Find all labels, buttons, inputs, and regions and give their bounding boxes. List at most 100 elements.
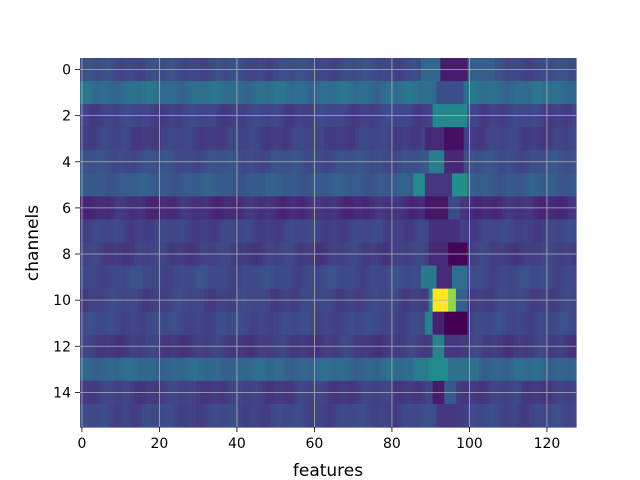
- heatmap-cell: [494, 127, 500, 151]
- heatmap-cell: [386, 173, 391, 197]
- heatmap-cell: [490, 81, 496, 105]
- heatmap-cell: [541, 265, 546, 290]
- heatmap-cell: [246, 81, 252, 105]
- heatmap-cell: [572, 81, 577, 105]
- heatmap-cell: [517, 265, 523, 290]
- heatmap-cell: [432, 311, 438, 336]
- heatmap-cell: [215, 403, 221, 428]
- heatmap-cell: [401, 173, 407, 197]
- heatmap-cell: [184, 173, 190, 197]
- heatmap-cell: [514, 81, 519, 105]
- heatmap-cell: [339, 311, 345, 336]
- heatmap-cell: [196, 311, 201, 336]
- heatmap-cell: [266, 127, 271, 151]
- heatmap-cell: [552, 265, 558, 290]
- heatmap-cell: [204, 173, 209, 197]
- heatmap-cell: [397, 81, 403, 105]
- heatmap-cell: [502, 357, 507, 382]
- heatmap-cell: [490, 403, 496, 428]
- heatmap-cell: [475, 81, 480, 105]
- heatmap-cell: [262, 265, 267, 290]
- heatmap-cell: [393, 265, 399, 290]
- heatmap-cell: [289, 81, 294, 105]
- heatmap-cell: [440, 357, 445, 382]
- heatmap-cell: [204, 219, 209, 244]
- heatmap-cell: [541, 173, 546, 197]
- heatmap-cell: [130, 173, 135, 197]
- heatmap-cell: [382, 127, 387, 151]
- heatmap-cell: [331, 403, 337, 428]
- heatmap-cell: [347, 357, 352, 382]
- heatmap-cell: [130, 81, 135, 105]
- heatmap-cell: [490, 127, 496, 151]
- heatmap-cell: [266, 265, 271, 290]
- heatmap-cell: [556, 311, 562, 336]
- heatmap-cell: [343, 127, 348, 151]
- heatmap-cell: [339, 357, 345, 382]
- heatmap-cell: [335, 311, 341, 336]
- heatmap-cell: [494, 357, 500, 382]
- heatmap-cell: [421, 127, 426, 151]
- x-axis-label: features: [293, 461, 363, 480]
- heatmap-cell: [211, 357, 217, 382]
- heatmap-cell: [269, 265, 275, 290]
- heatmap-cell: [184, 81, 190, 105]
- heatmap-cell: [114, 265, 120, 290]
- heatmap-cell: [320, 311, 325, 336]
- heatmap-cell: [87, 127, 93, 151]
- heatmap-cell: [552, 81, 558, 105]
- heatmap-cell: [111, 357, 116, 382]
- heatmap-cell: [533, 81, 538, 105]
- heatmap-cell: [95, 357, 100, 382]
- heatmap-cell: [107, 311, 112, 336]
- heatmap-cell: [393, 173, 399, 197]
- heatmap-cell: [300, 357, 306, 382]
- heatmap-cell: [246, 265, 252, 290]
- heatmap-cell: [227, 311, 232, 336]
- heatmap-cell: [99, 127, 104, 151]
- heatmap-cell: [525, 265, 531, 290]
- heatmap-cell: [180, 81, 186, 105]
- heatmap-cell: [572, 357, 577, 382]
- heatmap-cell: [552, 403, 558, 428]
- heatmap-cell: [521, 357, 527, 382]
- x-tick-label: 40: [228, 436, 246, 452]
- heatmap-cell: [541, 81, 546, 105]
- heatmap-cell: [111, 127, 116, 151]
- heatmap-cell: [541, 311, 546, 336]
- heatmap-cell: [114, 403, 120, 428]
- heatmap-cell: [486, 81, 492, 105]
- heatmap-cell: [463, 127, 469, 151]
- heatmap-cell: [277, 357, 283, 382]
- heatmap-cell: [537, 219, 542, 244]
- heatmap-cell: [176, 403, 182, 428]
- heatmap-cell: [269, 311, 275, 336]
- heatmap-cell: [122, 357, 128, 382]
- heatmap-cell: [138, 81, 143, 105]
- heatmap-cell: [397, 265, 403, 290]
- heatmap-cell: [459, 265, 465, 290]
- heatmap-cell: [316, 81, 321, 105]
- heatmap-cell: [463, 403, 469, 428]
- heatmap-cell: [219, 173, 224, 197]
- heatmap-cell: [215, 311, 221, 336]
- heatmap-cell: [145, 81, 151, 105]
- heatmap-cell: [366, 403, 372, 428]
- heatmap-cell: [223, 127, 228, 151]
- heatmap-cell: [126, 265, 131, 290]
- heatmap-cell: [529, 265, 534, 290]
- heatmap-cell: [161, 311, 166, 336]
- heatmap-cell: [452, 81, 457, 105]
- heatmap-cell: [401, 403, 407, 428]
- heatmap-cell: [351, 403, 356, 428]
- heatmap-cell: [537, 265, 542, 290]
- heatmap-cell: [118, 265, 124, 290]
- heatmap-cell: [517, 173, 523, 197]
- heatmap-cell: [444, 311, 449, 336]
- heatmap-cell: [130, 127, 135, 151]
- heatmap-cell: [359, 219, 364, 244]
- heatmap-cell: [219, 219, 224, 244]
- heatmap-cell: [568, 403, 573, 428]
- heatmap-cell: [308, 357, 314, 382]
- heatmap-cell: [436, 265, 441, 290]
